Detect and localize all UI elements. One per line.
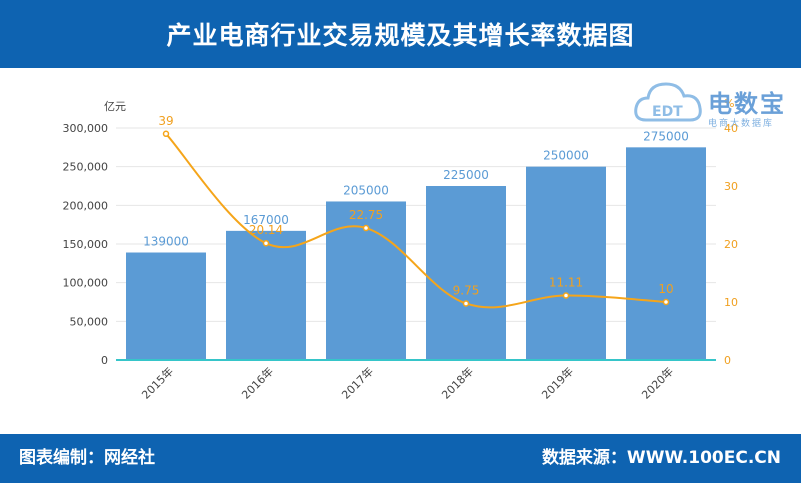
y-tick-label: 250,000 <box>63 161 109 174</box>
line-point <box>162 130 170 138</box>
x-tick-label: 2016年 <box>239 364 276 401</box>
data-labels: 139000 167000 205000 225000 250000 275000 39 20… <box>143 114 689 298</box>
bar <box>426 186 506 360</box>
page-title: 产业电商行业交易规模及其增长率数据图 <box>166 21 635 50</box>
bar <box>126 252 206 360</box>
y-right-tick-label: 20 <box>724 238 738 251</box>
line-point <box>662 298 670 306</box>
x-tick-label: 2018年 <box>439 364 476 401</box>
y-right-tick-label: 0 <box>724 354 731 367</box>
line-value-label: 11.11 <box>549 276 583 290</box>
cloud-logo-icon: EDT <box>634 82 702 122</box>
header-bar: 产业电商行业交易规模及其增长率数据图 <box>0 0 801 68</box>
bar-value-label: 275000 <box>643 129 689 143</box>
y-right-tick-label: 10 <box>724 296 738 309</box>
x-tick-label: 2015年 <box>139 364 176 401</box>
bar-value-label: 167000 <box>243 213 289 227</box>
y-tick-label: 50,000 <box>70 315 109 328</box>
y-right-tick-label: 30 <box>724 180 738 193</box>
line-point <box>362 224 370 232</box>
bar-series <box>126 147 706 360</box>
line-value-label: 10 <box>658 282 673 296</box>
line-series <box>162 130 670 309</box>
y-axis-unit: 亿元 <box>104 100 126 113</box>
x-tick-label: 2017年 <box>339 364 376 401</box>
grid-lines <box>116 127 716 322</box>
combo-chart: 139000 167000 205000 225000 250000 275000 39 20… <box>63 97 739 402</box>
chart-area: 139000 167000 205000 225000 250000 275000 39 20… <box>0 68 801 433</box>
line-value-label: 20.14 <box>249 223 283 237</box>
line-value-label: 39 <box>158 114 173 128</box>
bar-value-label: 205000 <box>343 183 389 197</box>
line-point <box>262 239 270 247</box>
y-tick-label: 100,000 <box>63 277 109 290</box>
y-tick-label: 200,000 <box>63 199 109 212</box>
growth-rate-line <box>165 133 667 309</box>
bar <box>226 230 306 360</box>
bar-value-label: 139000 <box>143 235 189 249</box>
y-tick-label: 300,000 <box>63 122 109 135</box>
y-right-tick-label: 40 <box>724 122 738 135</box>
line-point <box>562 292 570 299</box>
y-tick-label: 0 <box>101 354 108 367</box>
logo-name: 电数宝 <box>708 90 786 118</box>
x-tick-label: 2019年 <box>539 364 576 401</box>
brand-logo: EDT 电数宝 电商大数据库 <box>632 72 797 142</box>
footer-credit: 图表编制：网经社 <box>19 448 155 468</box>
x-tick-label: 2020年 <box>639 364 676 401</box>
line-point <box>462 300 470 307</box>
bar <box>526 166 606 360</box>
bar-value-label: 250000 <box>543 149 589 163</box>
line-value-label: 9.75 <box>453 283 480 297</box>
bar <box>626 147 706 360</box>
y-tick-label: 150,000 <box>63 238 109 251</box>
bar-value-label: 225000 <box>443 168 489 182</box>
logo-subtitle: 电商大数据库 <box>708 119 775 129</box>
logo-badge-text: EDT <box>652 104 683 120</box>
y-right-axis-unit: % <box>724 97 734 110</box>
footer-source: 数据来源：WWW.100EC.CN <box>541 448 781 468</box>
line-value-label: 22.75 <box>349 208 383 222</box>
footer-bar: 图表编制：网经社 数据来源：WWW.100EC.CN <box>0 434 801 483</box>
